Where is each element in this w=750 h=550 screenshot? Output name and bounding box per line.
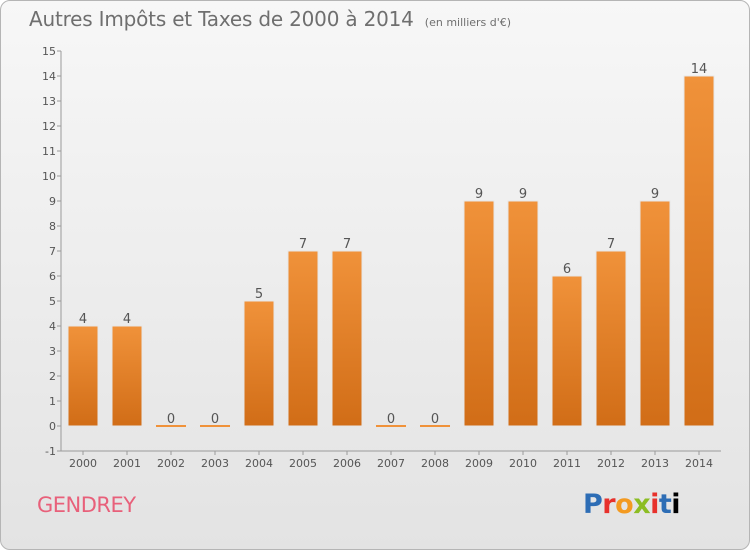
data-label: 5	[255, 287, 263, 302]
y-tick-label: 2	[49, 370, 56, 383]
y-tick-label: 12	[42, 120, 56, 133]
data-label: 7	[607, 237, 615, 252]
data-label: 0	[387, 412, 395, 427]
x-tick-label: 2014	[685, 457, 713, 470]
bar	[507, 200, 539, 427]
x-tick-label: 2002	[157, 457, 185, 470]
x-tick-label: 2008	[421, 457, 449, 470]
chart-bars	[67, 75, 715, 427]
y-tick-label: 15	[42, 45, 56, 58]
proxiti-logo: Proxiti	[583, 489, 681, 520]
data-label: 9	[519, 187, 527, 202]
x-tick-label: 2003	[201, 457, 229, 470]
y-tick-label: 5	[49, 295, 56, 308]
data-label: 6	[563, 262, 571, 277]
data-label: 7	[343, 237, 351, 252]
data-label: 0	[431, 412, 439, 427]
y-tick-label: 6	[49, 270, 56, 283]
x-tick-label: 2010	[509, 457, 537, 470]
data-label: 4	[123, 312, 131, 327]
bar	[551, 275, 583, 427]
x-tick-label: 2009	[465, 457, 493, 470]
bar	[639, 200, 671, 427]
chart-unit-label: (en milliers d'€)	[424, 16, 512, 29]
bar	[156, 425, 186, 427]
bar	[376, 425, 406, 427]
x-tick-label: 2006	[333, 457, 361, 470]
data-label: 4	[79, 312, 87, 327]
y-tick-label: 1	[49, 395, 56, 408]
y-tick-label: 11	[42, 145, 56, 158]
commune-name: GENDREY	[37, 493, 136, 517]
bar	[683, 75, 715, 427]
data-label: 0	[211, 412, 219, 427]
bar	[200, 425, 230, 427]
data-label: 9	[475, 187, 483, 202]
data-label: 14	[691, 62, 708, 77]
data-label: 0	[167, 412, 175, 427]
bar	[463, 200, 495, 427]
y-tick-label: -1	[45, 445, 56, 458]
y-tick-label: 10	[42, 170, 56, 183]
y-tick-label: 3	[49, 345, 56, 358]
x-tick-label: 2001	[113, 457, 141, 470]
x-tick-label: 2007	[377, 457, 405, 470]
x-tick-label: 2005	[289, 457, 317, 470]
y-tick-label: 13	[42, 95, 56, 108]
y-tick-label: 7	[49, 245, 56, 258]
bar	[67, 325, 99, 427]
x-tick-label: 2004	[245, 457, 273, 470]
x-tick-label: 2011	[553, 457, 581, 470]
bar	[331, 250, 363, 427]
bar	[111, 325, 143, 427]
bar	[420, 425, 450, 427]
y-tick-label: 9	[49, 195, 56, 208]
data-label: 7	[299, 237, 307, 252]
bar	[595, 250, 627, 427]
chart-labels: 4 4 0 0 5 7 7 0 0 9 9 6 7 9 14	[79, 62, 707, 427]
chart-title-text: Autres Impôts et Taxes de 2000 à 2014	[29, 7, 414, 31]
y-tick-label: 14	[42, 70, 56, 83]
y-tick-label: 4	[49, 320, 56, 333]
chart-title: Autres Impôts et Taxes de 2000 à 2014 (e…	[29, 7, 511, 31]
bar	[287, 250, 319, 427]
x-tick-label: 2013	[641, 457, 669, 470]
bar	[243, 300, 275, 427]
y-tick-label: 0	[49, 420, 56, 433]
data-label: 9	[651, 187, 659, 202]
x-tick-label: 2012	[597, 457, 625, 470]
x-tick-label: 2000	[69, 457, 97, 470]
y-tick-label: 8	[49, 220, 56, 233]
